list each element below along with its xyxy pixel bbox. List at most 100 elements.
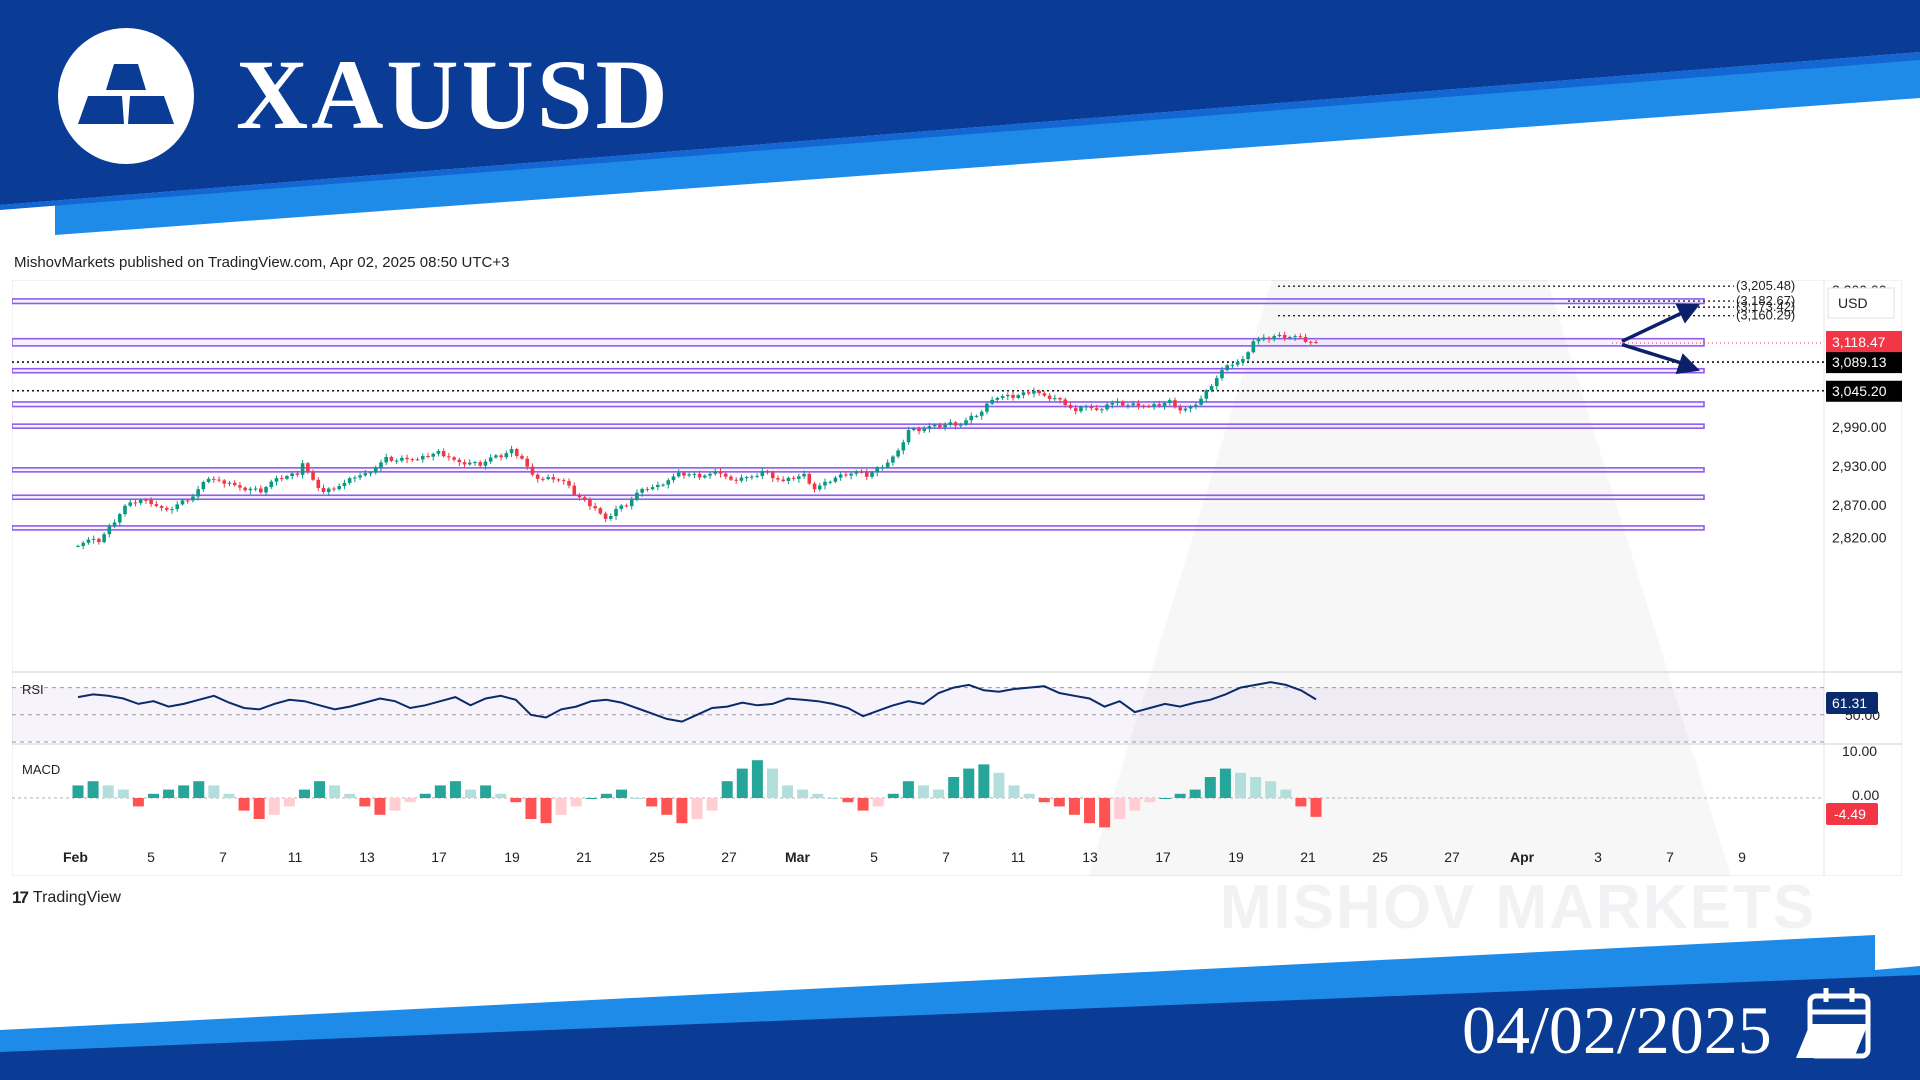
candle-body[interactable] — [1261, 337, 1266, 340]
candle-body[interactable] — [1246, 352, 1250, 360]
tradingview-brand[interactable]: 17 TradingView — [12, 888, 121, 908]
candle-body[interactable] — [891, 456, 895, 463]
candle-body[interactable] — [619, 505, 624, 509]
candle-body[interactable] — [259, 488, 263, 493]
candle-body[interactable] — [238, 485, 242, 488]
candle-body[interactable] — [1188, 406, 1193, 409]
candle-body[interactable] — [353, 477, 357, 479]
candle-body[interactable] — [1303, 336, 1308, 342]
candle-body[interactable] — [311, 471, 315, 480]
candle-body[interactable] — [849, 473, 853, 476]
candle-body[interactable] — [530, 466, 535, 475]
candle-body[interactable] — [859, 471, 864, 473]
candle-body[interactable] — [776, 478, 780, 480]
candle-body[interactable] — [765, 471, 770, 473]
candle-body[interactable] — [1100, 409, 1104, 411]
candle-body[interactable] — [666, 480, 671, 485]
candle-body[interactable] — [1147, 406, 1151, 408]
candle-body[interactable] — [781, 479, 785, 481]
candle-body[interactable] — [170, 509, 174, 511]
horizontal-zone[interactable] — [12, 494, 1705, 501]
candle-body[interactable] — [400, 457, 404, 461]
candle-body[interactable] — [864, 472, 869, 477]
candle-body[interactable] — [102, 534, 106, 543]
candle-body[interactable] — [917, 428, 921, 432]
candle-body[interactable] — [1256, 339, 1261, 342]
candle-body[interactable] — [97, 538, 101, 543]
candle-body[interactable] — [833, 477, 838, 482]
candle-body[interactable] — [264, 487, 268, 493]
candle-body[interactable] — [1209, 386, 1214, 391]
candle-body[interactable] — [1063, 399, 1068, 406]
candle-body[interactable] — [802, 473, 806, 477]
candle-body[interactable] — [300, 463, 305, 475]
candle-body[interactable] — [86, 539, 91, 543]
horizontal-zone[interactable] — [12, 337, 1705, 347]
candle-body[interactable] — [295, 473, 300, 475]
horizontal-zone[interactable] — [12, 467, 1705, 473]
candle-body[interactable] — [222, 480, 227, 484]
candle-body[interactable] — [91, 538, 96, 540]
horizontal-zone[interactable] — [12, 525, 1705, 531]
candle-body[interactable] — [420, 455, 425, 460]
candle-body[interactable] — [473, 462, 477, 464]
candle-body[interactable] — [206, 478, 211, 482]
candle-body[interactable] — [828, 481, 833, 483]
candle-body[interactable] — [337, 486, 341, 490]
candle-body[interactable] — [499, 455, 503, 458]
candle-body[interactable] — [81, 542, 86, 546]
candle-body[interactable] — [561, 480, 566, 482]
candle-body[interactable] — [1314, 341, 1318, 343]
candle-body[interactable] — [504, 453, 509, 458]
candle-body[interactable] — [687, 474, 691, 476]
candle-body[interactable] — [373, 467, 378, 473]
candle-body[interactable] — [1204, 390, 1209, 399]
candle-body[interactable] — [718, 471, 723, 474]
candle-body[interactable] — [1094, 408, 1099, 410]
candle-body[interactable] — [906, 430, 911, 443]
horizontal-zone[interactable] — [12, 298, 1705, 305]
candle-body[interactable] — [656, 484, 660, 488]
candle-body[interactable] — [436, 451, 441, 454]
candle-body[interactable] — [812, 483, 817, 490]
candle-body[interactable] — [144, 499, 148, 501]
horizontal-zone[interactable] — [12, 367, 1705, 374]
candle-body[interactable] — [556, 479, 561, 481]
candle-body[interactable] — [734, 479, 738, 481]
candle-body[interactable] — [635, 492, 639, 500]
candle-body[interactable] — [875, 467, 880, 473]
candle-body[interactable] — [520, 455, 524, 459]
candle-body[interactable] — [149, 499, 153, 505]
candle-body[interactable] — [1230, 364, 1235, 366]
candle-body[interactable] — [958, 424, 963, 426]
candle-body[interactable] — [368, 472, 373, 474]
candle-body[interactable] — [1110, 403, 1115, 405]
candle-body[interactable] — [1120, 401, 1125, 406]
candle-body[interactable] — [232, 482, 237, 486]
candle-body[interactable] — [1267, 337, 1271, 339]
candle-body[interactable] — [1298, 336, 1303, 338]
candle-body[interactable] — [76, 545, 80, 547]
candle-body[interactable] — [243, 487, 247, 491]
candle-body[interactable] — [1021, 392, 1026, 396]
candle-body[interactable] — [990, 399, 994, 404]
candle-body[interactable] — [227, 482, 232, 484]
candle-body[interactable] — [593, 506, 597, 509]
candle-body[interactable] — [922, 428, 927, 432]
candle-body[interactable] — [1220, 370, 1224, 379]
candle-body[interactable] — [1178, 407, 1182, 411]
candle-body[interactable] — [823, 481, 827, 486]
candle-body[interactable] — [985, 403, 989, 412]
candle-body[interactable] — [880, 467, 885, 469]
candle-body[interactable] — [1241, 359, 1245, 362]
candle-body[interactable] — [624, 505, 629, 507]
candle-body[interactable] — [1282, 334, 1287, 338]
candle-body[interactable] — [452, 457, 456, 460]
candle-body[interactable] — [379, 462, 383, 468]
candle-body[interactable] — [953, 422, 958, 426]
candle-body[interactable] — [551, 477, 556, 480]
candle-body[interactable] — [1068, 405, 1073, 409]
candle-body[interactable] — [932, 424, 937, 427]
candle-body[interactable] — [363, 473, 368, 476]
candle-body[interactable] — [1235, 361, 1240, 365]
